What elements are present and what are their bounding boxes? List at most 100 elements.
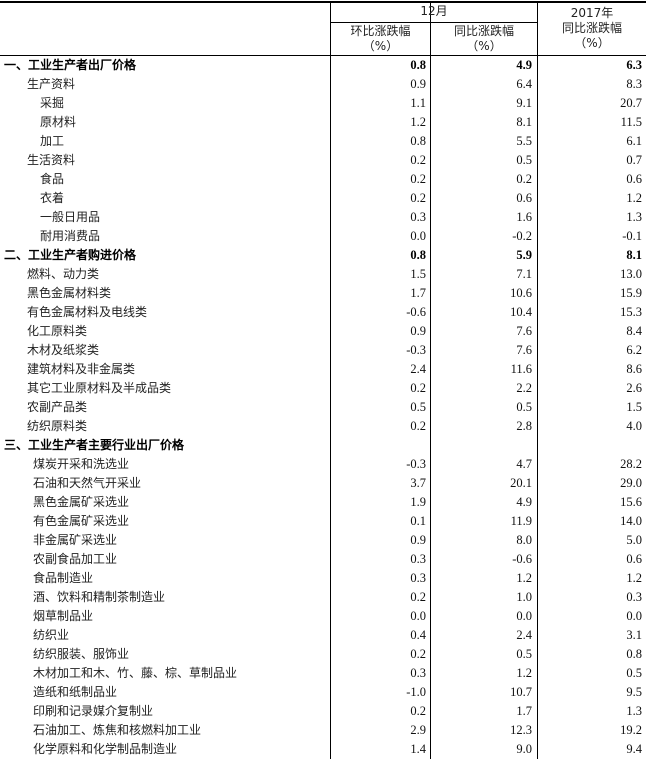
header-annual-label: 同比涨跌幅 [561,21,622,35]
yoy-value: 8.1 [516,115,532,129]
mom-value: 2.4 [410,362,426,376]
header-group-divider [330,22,537,23]
table-row: 衣着 0.2 0.6 1.2 [0,189,646,208]
row-label: 食品制造业 [33,571,94,585]
yoy-value: 0.5 [516,400,532,414]
table-row: 化学原料和化学制品制造业 1.4 9.0 9.4 [0,740,646,759]
annual-value: 8.4 [626,324,642,338]
annual-value: -0.1 [622,229,642,243]
table-row: 酒、饮料和精制茶制造业 0.2 1.0 0.3 [0,588,646,607]
row-label: 纺织服装、服饰业 [33,647,130,661]
mom-value: 1.1 [410,96,426,110]
yoy-value: 4.7 [516,457,532,471]
annual-value: 15.3 [620,305,642,319]
table-row: 石油和天然气开采业 3.7 20.1 29.0 [0,474,646,493]
row-label: 耐用消费品 [40,229,101,243]
annual-value: 0.6 [626,172,642,186]
table-row: 食品 0.2 0.2 0.6 [0,170,646,189]
row-label: 一般日用品 [40,210,101,224]
table-row: 木材加工和木、竹、藤、棕、草制品业 0.3 1.2 0.5 [0,664,646,683]
yoy-value: 5.5 [516,134,532,148]
mom-value: 1.2 [410,115,426,129]
row-label: 生产资料 [27,77,76,91]
table-row: 木材及纸浆类 -0.3 7.6 6.2 [0,341,646,360]
row-label: 二、工业生产者购进价格 [4,248,137,262]
row-label: 建筑材料及非金属类 [27,362,136,376]
mom-value: 0.9 [410,533,426,547]
row-label: 有色金属矿采选业 [33,514,130,528]
row-label: 木材加工和木、竹、藤、棕、草制品业 [33,666,238,680]
mom-value: 0.2 [410,172,426,186]
annual-value: 20.7 [620,96,642,110]
yoy-value: 1.2 [516,666,532,680]
table-row: 石油加工、炼焦和核燃料加工业 2.9 12.3 19.2 [0,721,646,740]
annual-value: 6.1 [626,134,642,148]
annual-value: 0.6 [626,552,642,566]
annual-value: 28.2 [620,457,642,471]
mom-value: 2.9 [410,723,426,737]
table-row: 纺织业 0.4 2.4 3.1 [0,626,646,645]
mom-value: 1.5 [410,267,426,281]
header-yoy-unit: （%） [466,39,502,53]
row-label: 化工原料类 [27,324,88,338]
yoy-value: 2.2 [516,381,532,395]
yoy-value: 6.4 [516,77,532,91]
table-row: 一般日用品 0.3 1.6 1.3 [0,208,646,227]
table-row: 有色金属材料及电线类 -0.6 10.4 15.3 [0,303,646,322]
yoy-value: 7.6 [516,343,532,357]
annual-value: 11.5 [620,115,642,129]
yoy-value: 0.5 [516,647,532,661]
mom-value: 0.1 [410,514,426,528]
mom-value: -0.3 [406,343,426,357]
mom-value: 0.0 [410,609,426,623]
row-label: 烟草制品业 [33,609,94,623]
table-top-border [0,1,646,3]
annual-value: 4.0 [626,419,642,433]
yoy-value: 7.6 [516,324,532,338]
yoy-value: 9.1 [516,96,532,110]
yoy-value: 0.2 [516,172,532,186]
mom-value: 0.2 [410,191,426,205]
table-row: 有色金属矿采选业 0.1 11.9 14.0 [0,512,646,531]
row-label: 化学原料和化学制品制造业 [33,742,178,756]
column-divider [330,3,331,759]
yoy-value: 0.6 [516,191,532,205]
annual-value: 1.2 [626,571,642,585]
annual-value: 8.6 [626,362,642,376]
mom-value: 0.3 [410,666,426,680]
annual-value: 5.0 [626,533,642,547]
row-label: 黑色金属材料类 [27,286,112,300]
yoy-value: 20.1 [510,476,532,490]
table-row: 建筑材料及非金属类 2.4 11.6 8.6 [0,360,646,379]
mom-value: 0.3 [410,210,426,224]
section-row: 一、工业生产者出厂价格 0.8 4.9 6.3 [0,56,646,75]
row-label: 农副食品加工业 [33,552,118,566]
row-label: 燃料、动力类 [27,267,100,281]
row-label: 三、工业生产者主要行业出厂价格 [4,438,185,452]
header-mom-unit: （%） [362,39,399,53]
annual-value: 0.3 [626,590,642,604]
yoy-value: 9.0 [516,742,532,756]
mom-value: 0.2 [410,153,426,167]
yoy-value: 11.6 [510,362,532,376]
column-divider [430,3,431,759]
table-row: 烟草制品业 0.0 0.0 0.0 [0,607,646,626]
header-annual: 2017年 同比涨跌幅 （%） [538,6,646,51]
row-label: 加工 [40,134,65,148]
row-label: 造纸和纸制品业 [33,685,118,699]
yoy-value: 2.8 [516,419,532,433]
annual-value: 1.5 [626,400,642,414]
table-row: 化工原料类 0.9 7.6 8.4 [0,322,646,341]
row-label: 煤炭开采和洗选业 [33,457,130,471]
table-row: 纺织服装、服饰业 0.2 0.5 0.8 [0,645,646,664]
annual-value: 13.0 [620,267,642,281]
annual-value: 0.8 [626,647,642,661]
table-row: 农副食品加工业 0.3 -0.6 0.6 [0,550,646,569]
mom-value: -0.6 [406,305,426,319]
mom-value: -1.0 [406,685,426,699]
annual-value: 1.3 [626,704,642,718]
yoy-value: 4.9 [516,495,532,509]
mom-value: 0.0 [410,229,426,243]
mom-value: 0.3 [410,571,426,585]
mom-value: 0.2 [410,419,426,433]
